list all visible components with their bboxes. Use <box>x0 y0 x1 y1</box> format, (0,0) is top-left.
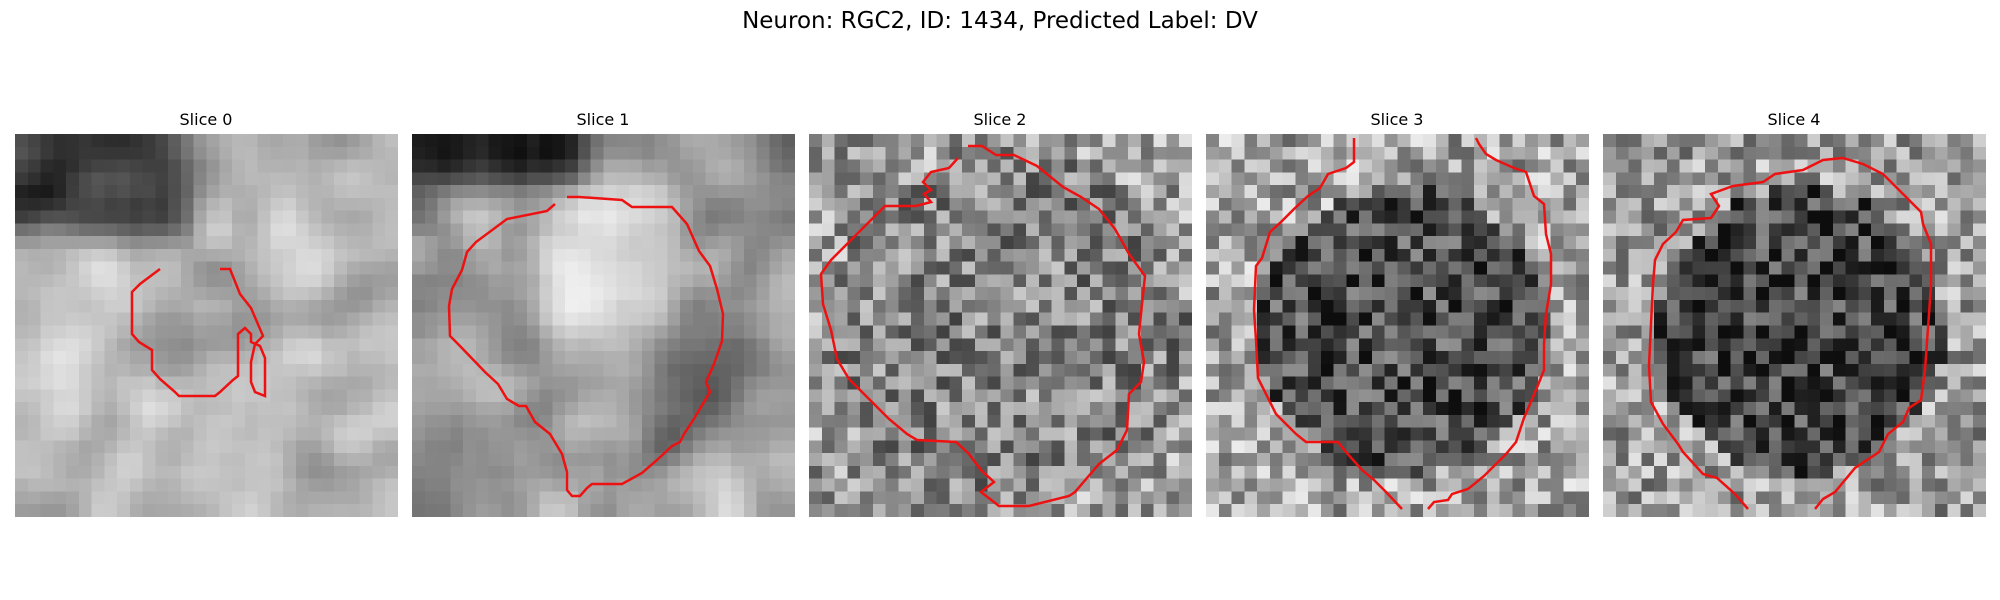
panel-title-slice-1: Slice 1 <box>412 110 794 129</box>
figure-title: Neuron: RGC2, ID: 1434, Predicted Label:… <box>0 8 2000 34</box>
segmentation-contour-0 <box>15 134 398 517</box>
panel-title-slice-0: Slice 0 <box>15 110 397 129</box>
panel-title-slice-4: Slice 4 <box>1603 110 1985 129</box>
segmentation-contour-1 <box>412 134 795 517</box>
segmentation-contour-3 <box>1206 134 1589 517</box>
segmentation-contour-2 <box>809 134 1192 517</box>
segmentation-contour-4 <box>1603 134 1986 517</box>
panel-title-slice-3: Slice 3 <box>1206 110 1588 129</box>
panel-title-slice-2: Slice 2 <box>809 110 1191 129</box>
